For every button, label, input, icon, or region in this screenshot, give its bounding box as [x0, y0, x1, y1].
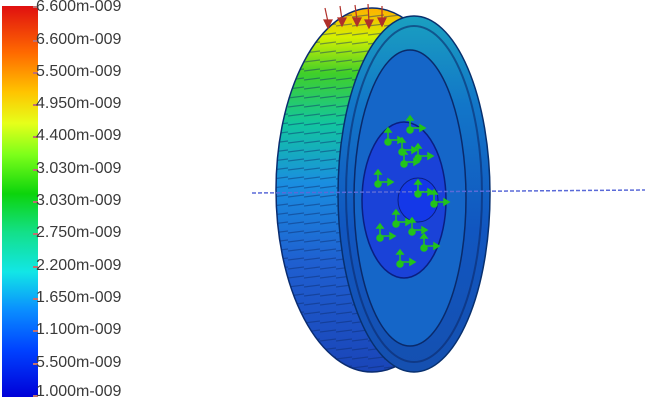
legend-label: 5.500m-009 — [36, 354, 122, 371]
legend-tick — [33, 104, 38, 106]
legend-tick — [33, 330, 38, 332]
legend-tick — [33, 6, 38, 8]
legend-label: 1.650m-009 — [36, 289, 122, 306]
legend-label-min: 1.000m-009 — [36, 383, 122, 400]
legend-tick — [33, 136, 38, 138]
legend-tick — [33, 40, 38, 42]
legend-label: 4.950m-009 — [36, 95, 122, 112]
legend-label: 2.200m-009 — [36, 257, 122, 274]
legend-label-max: 6.600m-009 — [36, 0, 122, 15]
legend-tick — [33, 395, 38, 397]
legend-color-bar — [2, 6, 38, 397]
gear-wheel-icon[interactable] — [240, 0, 645, 401]
legend-tick — [33, 363, 38, 365]
load-arrows-icon — [323, 3, 387, 30]
legend-label: 6.600m-009 — [36, 31, 122, 48]
legend-tick — [33, 233, 38, 235]
fixture-arrows-icon — [373, 114, 451, 268]
legend-label: 3.030m-009 — [36, 160, 122, 177]
legend-tick — [33, 72, 38, 74]
color-legend: 6.600m-009 6.600m-009 5.500m-009 4.950m-… — [0, 0, 200, 401]
legend-label: 2.750m-009 — [36, 224, 122, 241]
legend-tick — [33, 266, 38, 268]
legend-label: 3.030m-009 — [36, 192, 122, 209]
legend-label: 5.500m-009 — [36, 63, 122, 80]
legend-label: 4.400m-009 — [36, 127, 122, 144]
section-plane-line — [251, 189, 645, 194]
legend-tick — [33, 298, 38, 300]
legend-tick — [33, 169, 38, 171]
legend-label: 1.100m-009 — [36, 321, 122, 338]
legend-tick — [33, 201, 38, 203]
